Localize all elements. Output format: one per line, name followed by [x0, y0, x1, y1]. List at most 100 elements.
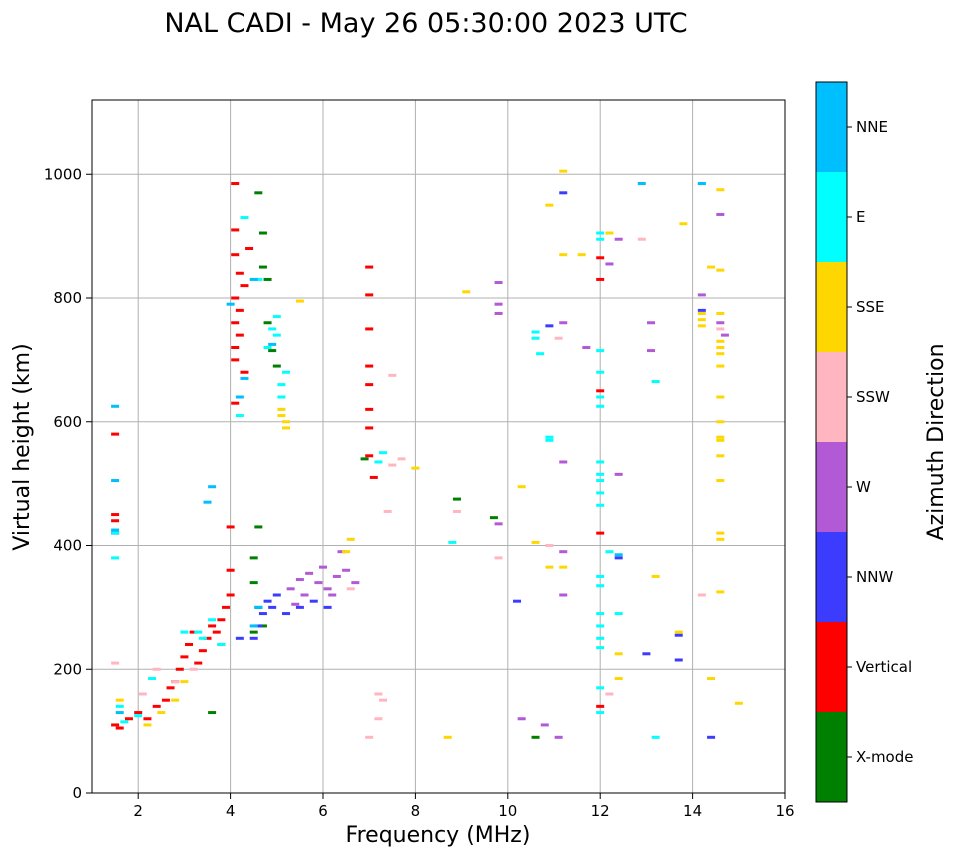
point-e: [596, 686, 605, 690]
point-nne: [226, 302, 235, 306]
point-vertical: [111, 432, 120, 436]
point-w: [614, 237, 623, 241]
point-vertical: [596, 531, 605, 535]
point-sse: [295, 299, 304, 303]
point-nnw: [282, 612, 291, 616]
point-sse: [545, 565, 554, 569]
y-axis-ticks: 0 200 400 600 800 1000: [44, 165, 92, 802]
colorbar-swatch-nne: [816, 82, 847, 172]
y-tick-label: 1000: [44, 165, 82, 183]
point-e: [596, 231, 605, 235]
point-vertical: [111, 723, 120, 727]
point-nne: [115, 711, 124, 715]
point-vertical: [365, 265, 374, 269]
point-ssw: [452, 509, 461, 513]
point-ssw: [605, 692, 614, 696]
point-vertical: [596, 704, 605, 708]
point-w: [647, 321, 656, 325]
point-sse: [697, 311, 706, 315]
point-x-mode: [249, 556, 258, 560]
point-sse: [716, 352, 725, 356]
point-vertical: [161, 698, 170, 702]
point-e: [134, 714, 143, 718]
point-vertical: [175, 667, 184, 671]
point-vertical: [212, 630, 221, 634]
y-tick-label: 800: [53, 289, 82, 307]
point-ssw: [716, 327, 725, 331]
point-e: [531, 330, 540, 334]
point-e: [379, 451, 388, 455]
point-sse: [716, 438, 725, 442]
colorbar-swatch-nnw: [816, 532, 847, 622]
point-vertical: [365, 327, 374, 331]
point-sse: [697, 318, 706, 322]
point-vertical: [231, 253, 240, 257]
point-e: [596, 472, 605, 476]
grid-lines: [92, 100, 786, 794]
point-sse: [157, 711, 166, 715]
point-nnw: [614, 556, 623, 560]
point-ssw: [111, 661, 120, 665]
point-vertical: [231, 401, 240, 405]
point-w: [697, 293, 706, 297]
point-w: [559, 321, 568, 325]
point-ssw: [554, 336, 563, 340]
point-ssw: [138, 692, 147, 696]
point-ssw: [388, 373, 397, 377]
point-sse: [443, 735, 452, 739]
point-x-mode: [208, 711, 217, 715]
point-w: [286, 587, 295, 591]
point-vertical: [194, 661, 203, 665]
point-nne: [614, 553, 623, 557]
point-e: [531, 336, 540, 340]
point-e: [272, 315, 281, 319]
point-x-mode: [272, 364, 281, 368]
point-sse: [180, 680, 189, 684]
point-w: [328, 593, 337, 597]
point-nnw: [272, 593, 281, 597]
point-nne: [203, 500, 212, 504]
point-nne: [637, 182, 646, 186]
point-ssw: [152, 667, 161, 671]
point-e: [596, 612, 605, 616]
point-sse: [462, 290, 471, 294]
colorbar-frame: [815, 81, 848, 803]
point-sse: [143, 723, 152, 727]
point-x-mode: [254, 191, 263, 195]
point-e: [198, 636, 207, 640]
point-sse: [559, 169, 568, 173]
point-e: [263, 346, 272, 349]
point-vertical: [365, 426, 374, 430]
point-sse: [697, 324, 706, 328]
point-vertical: [226, 593, 235, 597]
point-sse: [716, 346, 725, 349]
point-w: [494, 522, 503, 526]
point-vertical: [198, 649, 207, 653]
point-w: [314, 581, 323, 585]
point-sse: [716, 420, 725, 424]
x-tick-label: 6: [318, 802, 328, 820]
point-ssw: [374, 692, 383, 696]
point-vertical: [369, 475, 378, 479]
colorbar-swatch-sse: [816, 262, 847, 352]
point-sse: [716, 537, 725, 541]
point-nne: [111, 479, 120, 483]
point-nne: [240, 376, 249, 380]
point-w: [540, 723, 549, 727]
point-vertical: [111, 513, 120, 517]
point-sse: [716, 364, 725, 368]
point-vertical: [365, 293, 374, 297]
point-nne: [111, 404, 120, 408]
point-nnw: [268, 605, 277, 609]
x-tick-label: 16: [775, 802, 794, 820]
point-sse: [707, 265, 716, 269]
x-tick-label: 10: [498, 802, 517, 820]
point-vertical: [365, 364, 374, 368]
colorbar-label-w: W: [856, 478, 871, 496]
point-w: [720, 333, 729, 337]
point-x-mode: [254, 525, 263, 529]
point-e: [596, 584, 605, 588]
point-ssw: [171, 680, 180, 684]
point-e: [115, 704, 124, 708]
point-w: [351, 581, 360, 585]
